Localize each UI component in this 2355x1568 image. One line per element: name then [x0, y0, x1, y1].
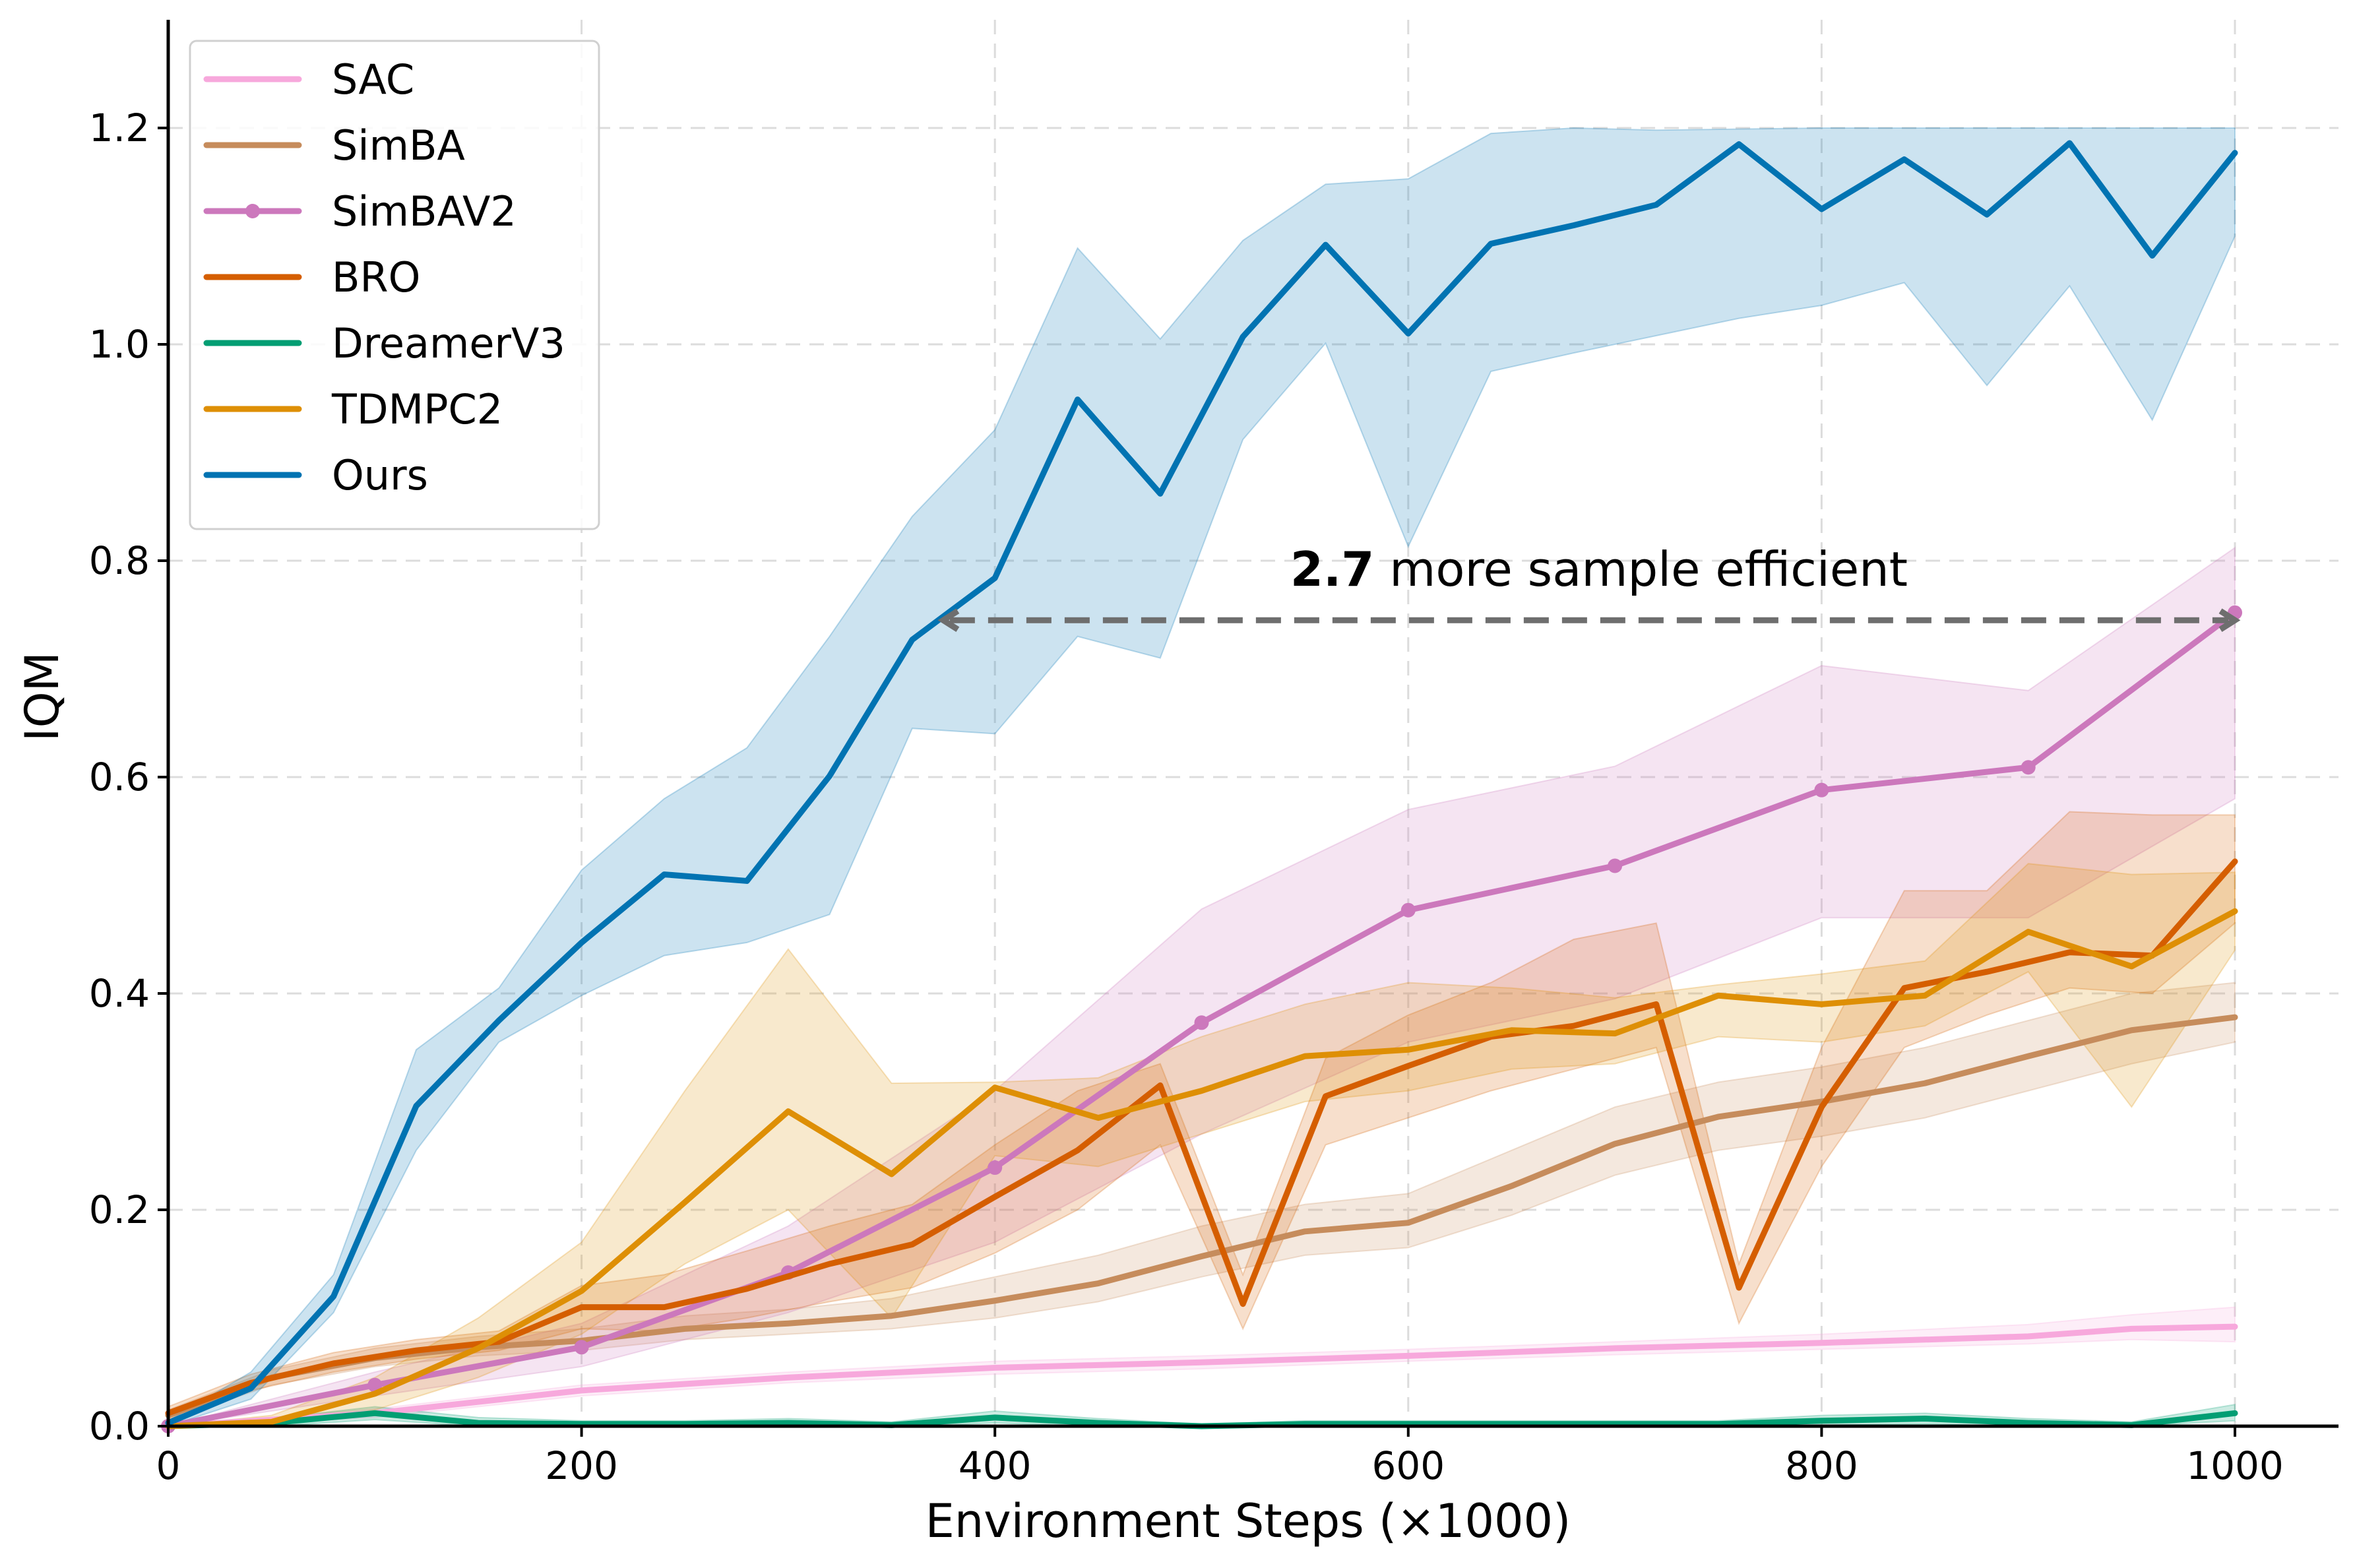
annotation-rest: more sample efficient: [1374, 542, 1908, 597]
line-tdmpc2: [165, 908, 2238, 1429]
point-simbav2: [574, 1340, 589, 1355]
legend-label-sac: SAC: [332, 55, 414, 104]
point-simbav2: [988, 1160, 1003, 1176]
annotation-bold: 2.7: [1290, 542, 1375, 597]
line-ours: [165, 140, 2238, 1426]
point-simbav2: [367, 1377, 383, 1393]
legend-label-dreamerv3: DreamerV3: [332, 319, 565, 367]
x-tick-label: 600: [1371, 1443, 1445, 1488]
band-ours: [168, 127, 2236, 1427]
x-tick-label: 200: [545, 1443, 618, 1488]
legend-label-simba: SimBA: [332, 121, 465, 170]
legend-label-ours: Ours: [332, 451, 428, 499]
annotation: 2.7 more sample efficient: [937, 542, 2241, 632]
y-tick-label: 0.2: [89, 1187, 150, 1232]
point-simbav2: [2021, 760, 2036, 775]
annotation-arrowhead-right: [2218, 608, 2241, 632]
band-simba: [168, 982, 2236, 1422]
y-axis-label: IQM: [15, 652, 69, 741]
legend-label-simbav2: SimBAV2: [332, 187, 517, 235]
annotation-arrowhead-left: [937, 608, 960, 632]
band-simbav2: [168, 546, 2236, 1427]
line-simba: [165, 1014, 2238, 1419]
point-simbav2: [1194, 1015, 1209, 1030]
annotation-text: 2.7 more sample efficient: [1290, 542, 1908, 597]
x-tick-label: 1000: [2186, 1443, 2284, 1488]
ticks: 0 200 400 600 800 1000 0.0 0.2 0.4 0.6 0.8 1.0 1.2: [89, 106, 2284, 1488]
legend-label-bro: BRO: [332, 253, 420, 301]
legend-label-tdmpc2: TDMPC2: [331, 385, 503, 433]
line-bro: [165, 858, 2238, 1416]
point-simbav2: [1814, 782, 1829, 798]
x-tick-label: 800: [1785, 1443, 1858, 1488]
y-tick-label: 1.0: [89, 322, 150, 367]
point-simbav2: [1608, 858, 1623, 873]
line-sac: [165, 1323, 2238, 1429]
legend-marker-simbav2: [245, 204, 260, 218]
y-tick-label: 0.0: [89, 1404, 150, 1449]
x-tick-label: 400: [958, 1443, 1032, 1488]
x-axis-label: Environment Steps (×1000): [926, 1494, 1571, 1548]
y-tick-label: 0.4: [89, 971, 150, 1016]
y-tick-label: 0.6: [89, 755, 150, 800]
legend: SAC SimBA SimBAV2 BRO DreamerV3 TDMPC2 Ours: [189, 40, 600, 530]
axes: [166, 20, 2339, 1428]
x-tick-label: 0: [156, 1443, 181, 1488]
y-tick-label: 0.8: [89, 538, 150, 583]
y-tick-label: 1.2: [89, 106, 150, 150]
point-simbav2: [1400, 902, 1416, 918]
